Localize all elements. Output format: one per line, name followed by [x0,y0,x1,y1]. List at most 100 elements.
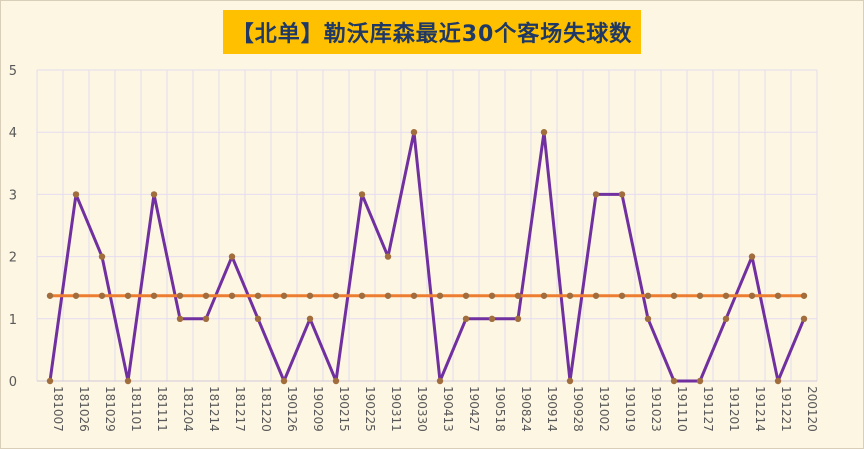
x-tick-label: 190330 [415,386,429,432]
x-tick-label: 190225 [363,386,377,432]
chart-title-box: 【北单】勒沃库森最近30个客场失球数 [223,10,641,54]
average-point [436,292,444,299]
average-point [202,292,210,299]
goals-conceded-point [358,191,366,198]
average-point [124,292,132,299]
goals-conceded-point [800,315,808,322]
goals-conceded-point [722,315,730,322]
goals-conceded-point [566,377,574,385]
goals-conceded-point [202,315,210,322]
average-point [540,292,548,299]
x-tick-label: 181101 [129,386,143,432]
x-tick-label: 181026 [77,386,91,432]
goals-conceded-point [254,315,262,322]
average-point [228,292,236,299]
y-tick-label: 3 [9,188,17,203]
average-point [72,292,80,299]
goals-conceded-point [228,253,236,260]
x-tick-label: 190209 [311,386,325,432]
average-point [150,292,158,299]
average-point [306,292,314,299]
y-tick-label: 0 [9,375,17,390]
x-tick-label: 191214 [753,386,767,432]
goals-conceded-point [150,191,158,198]
average-point [462,292,470,299]
grid-lines [36,69,818,382]
goals-conceded-series-line [48,130,806,383]
goals-conceded-point [618,191,626,198]
goals-conceded-point [176,315,184,322]
goals-conceded-point [436,377,444,385]
x-tick-label: 190215 [337,386,351,432]
average-point [748,292,756,299]
goals-conceded-point [98,253,106,260]
goals-conceded-point [514,315,522,322]
average-point [332,292,340,299]
x-tick-label: 181029 [103,386,117,432]
average-point [592,292,600,299]
average-point [358,292,366,299]
goals-conceded-point [540,129,548,136]
average-point [618,292,626,299]
series-layer [46,129,808,385]
x-tick-label: 181111 [155,386,169,432]
average-point [46,292,54,299]
goals-conceded-point [748,253,756,260]
average-point [98,292,106,299]
goals-conceded-point [410,129,418,136]
x-tick-label: 181204 [181,386,195,432]
goals-conceded-point [670,377,678,385]
y-tick-label: 1 [9,313,17,328]
average-point [410,292,418,299]
average-point [488,292,496,299]
x-tick-label: 191201 [727,386,741,432]
y-axis: 0 1 2 3 4 5 [9,64,17,390]
x-tick-label: 190126 [285,386,299,432]
x-tick-label: 181217 [233,386,247,432]
goals-conceded-point [774,377,782,385]
y-tick-label: 4 [9,126,17,141]
average-point [176,292,184,299]
goals-conceded-point [72,191,80,198]
x-tick-label: 191127 [701,386,715,432]
goals-conceded-point [384,253,392,260]
goals-conceded-point [46,377,54,385]
goals-conceded-point [696,377,704,385]
goals-conceded-point [332,377,340,385]
x-tick-label: 181007 [51,386,65,432]
y-tick-label: 2 [9,251,17,266]
average-point [696,292,704,299]
average-point [280,292,288,299]
x-tick-label: 191002 [597,386,611,432]
goals-conceded-point [462,315,470,322]
x-tick-label: 181214 [207,386,221,432]
average-point [774,292,782,299]
average-point [670,292,678,299]
chart-title: 【北单】勒沃库森最近30个客场失球数 [231,22,633,47]
x-tick-label: 190518 [493,386,507,432]
goals-conceded-point [488,315,496,322]
goals-conceded-point [306,315,314,322]
x-tick-label: 190311 [389,386,403,432]
average-point [644,292,652,299]
x-tick-label: 190928 [571,386,585,432]
average-point [800,292,808,299]
average-point [722,292,730,299]
x-tick-label: 191023 [649,386,663,432]
x-tick-label: 190413 [441,386,455,432]
x-tick-label: 200120 [805,386,819,432]
x-tick-label: 191110 [675,386,689,432]
x-tick-label: 191019 [623,386,637,432]
average-point [514,292,522,299]
goals-conceded-point [124,377,132,385]
x-tick-label: 190427 [467,386,481,432]
goals-conceded-point [644,315,652,322]
goals-conceded-point [280,377,288,385]
x-tick-label: 191221 [779,386,793,432]
x-tick-label: 190824 [519,386,533,432]
x-axis: 181007 181026 181029 181101 181111 181204 1812… [51,386,819,432]
x-tick-label: 190914 [545,386,559,432]
average-point [384,292,392,299]
